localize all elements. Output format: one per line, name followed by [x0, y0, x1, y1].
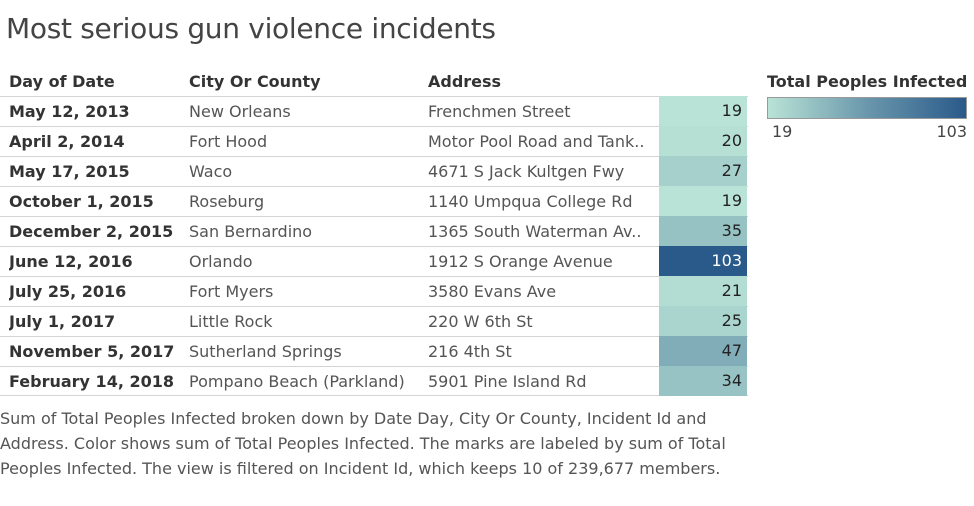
cell-day-of-date: July 1, 2017	[9, 312, 116, 331]
chart-caption: Sum of Total Peoples Infected broken dow…	[0, 409, 726, 478]
header-city-or-county[interactable]: City Or County	[189, 72, 321, 91]
cell-day-of-date: December 2, 2015	[9, 222, 174, 241]
cell-city-or-county: Waco	[189, 162, 233, 181]
cell-day-of-date: July 25, 2016	[9, 282, 127, 301]
legend-labels: 19 103	[767, 122, 972, 142]
cell-address: 1140 Umpqua College Rd	[428, 192, 633, 211]
cell-address: 1365 South Waterman Av..	[428, 222, 642, 241]
cell-total-peoples-infected[interactable]: 35	[659, 216, 747, 246]
cell-city-or-county: Fort Hood	[189, 132, 268, 151]
table-row[interactable]: December 2, 2015 San Bernardino 1365 South…	[0, 216, 748, 246]
cell-day-of-date: October 1, 2015	[9, 192, 154, 211]
header-day-of-date[interactable]: Day of Date	[9, 72, 115, 91]
cell-address: Motor Pool Road and Tank..	[428, 132, 645, 151]
cell-total-peoples-infected[interactable]: 103	[659, 246, 747, 276]
cell-total-peoples-infected[interactable]: 21	[659, 276, 747, 306]
legend-gradient-bar[interactable]	[767, 97, 967, 119]
table-row[interactable]: October 1, 2015 Roseburg 1140 Umpqua Colle…	[0, 186, 748, 216]
cell-address: Frenchmen Street	[428, 102, 571, 121]
cell-total-peoples-infected[interactable]: 19	[659, 186, 747, 216]
cell-total-peoples-infected[interactable]: 19	[659, 96, 747, 126]
cell-city-or-county: San Bernardino	[189, 222, 313, 241]
cell-day-of-date: April 2, 2014	[9, 132, 125, 151]
table-row[interactable]: June 12, 2016 Orlando 1912 S Orange Avenue…	[0, 246, 748, 276]
table-row[interactable]: April 2, 2014 Fort Hood Motor Pool Road an…	[0, 126, 748, 156]
cell-total-peoples-infected[interactable]: 25	[659, 306, 747, 336]
table-row[interactable]: July 1, 2017 Little Rock 220 W 6th St 25	[0, 306, 748, 336]
table-body: May 12, 2013 New Orleans Frenchmen Street 1…	[0, 96, 748, 396]
cell-total-peoples-infected[interactable]: 34	[659, 366, 747, 396]
cell-day-of-date: February 14, 2018	[9, 372, 174, 391]
cell-total-peoples-infected[interactable]: 47	[659, 336, 747, 366]
legend-max-label: 103	[936, 122, 967, 141]
cell-address: 1912 S Orange Avenue	[428, 252, 613, 271]
chart-title: Most serious gun violence incidents	[6, 12, 496, 45]
cell-total-peoples-infected[interactable]: 27	[659, 156, 747, 186]
incident-table: Day of Date City Or County Address May 1…	[0, 66, 748, 396]
cell-address: 4671 S Jack Kultgen Fwy	[428, 162, 625, 181]
cell-city-or-county: Orlando	[189, 252, 253, 271]
cell-city-or-county: Sutherland Springs	[189, 342, 342, 361]
table-header: Day of Date City Or County Address	[0, 66, 748, 96]
cell-address: 5901 Pine Island Rd	[428, 372, 587, 391]
cell-day-of-date: May 17, 2015	[9, 162, 130, 181]
cell-city-or-county: Pompano Beach (Parkland)	[189, 372, 405, 391]
cell-city-or-county: Fort Myers	[189, 282, 274, 301]
header-address[interactable]: Address	[428, 72, 502, 91]
color-legend: Total Peoples Infected 19 103	[767, 72, 972, 142]
table-row[interactable]: May 17, 2015 Waco 4671 S Jack Kultgen Fwy 2…	[0, 156, 748, 186]
cell-city-or-county: Roseburg	[189, 192, 265, 211]
cell-city-or-county: Little Rock	[189, 312, 273, 331]
cell-day-of-date: November 5, 2017	[9, 342, 175, 361]
cell-address: 3580 Evans Ave	[428, 282, 557, 301]
cell-address: 220 W 6th St	[428, 312, 533, 331]
cell-day-of-date: May 12, 2013	[9, 102, 130, 121]
cell-total-peoples-infected[interactable]: 20	[659, 126, 747, 156]
table-row[interactable]: July 25, 2016 Fort Myers 3580 Evans Ave 21	[0, 276, 748, 306]
table-row[interactable]: May 12, 2013 New Orleans Frenchmen Street 1…	[0, 96, 748, 126]
legend-min-label: 19	[772, 122, 793, 141]
table-row[interactable]: February 14, 2018 Pompano Beach (Parkland…	[0, 366, 748, 396]
cell-city-or-county: New Orleans	[189, 102, 291, 121]
cell-address: 216 4th St	[428, 342, 512, 361]
legend-title: Total Peoples Infected	[767, 72, 968, 91]
cell-day-of-date: June 12, 2016	[9, 252, 133, 271]
table-row[interactable]: November 5, 2017 Sutherland Springs 216 4t…	[0, 336, 748, 366]
